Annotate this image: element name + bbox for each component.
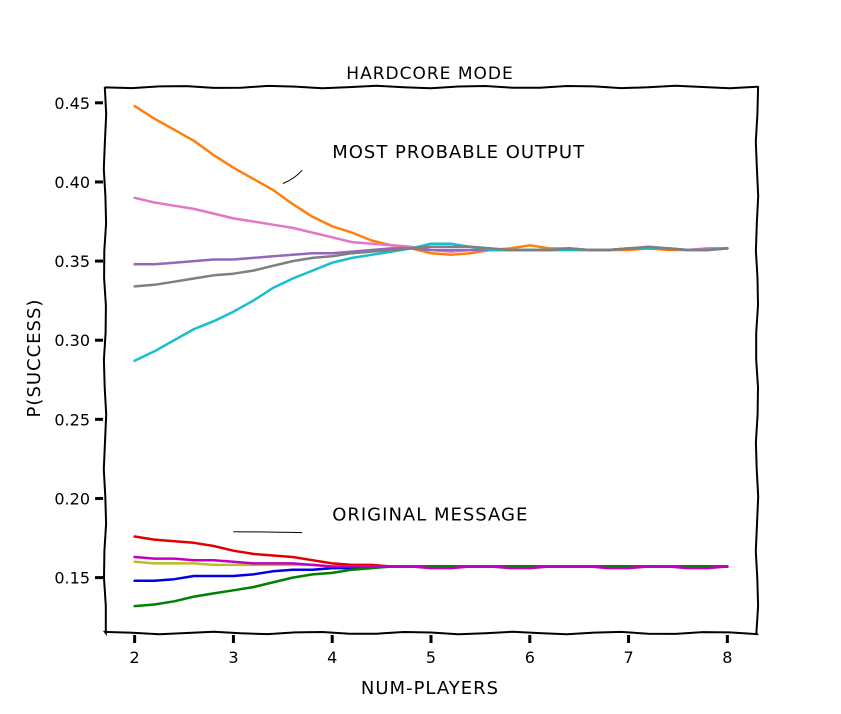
- plot-frame: [102, 84, 760, 637]
- x-tick-label: 4: [327, 648, 337, 667]
- y-axis-label: P(SUCCESS): [24, 299, 45, 418]
- chart-title: HARDCORE MODE: [346, 64, 513, 84]
- y-tick-label: 0.25: [54, 410, 90, 429]
- x-tick-label: 3: [228, 648, 238, 667]
- x-axis-label: NUM-PLAYERS: [361, 678, 499, 699]
- series-line-5: [133, 245, 729, 288]
- series-line-4: [133, 242, 729, 363]
- annotation-text-1: MOST PROBABLE OUTPUT: [332, 142, 585, 163]
- annotation-text-2: ORIGINAL MESSAGE: [332, 505, 528, 526]
- series-line-3: [133, 247, 729, 266]
- ticks-layer: 2 3 4 5 6 7 8 0.15 0.20 0.25 0.30 0.35 0.40 0.45: [54, 94, 732, 667]
- x-tick-label: 6: [525, 648, 535, 667]
- y-tick-label: 0.35: [54, 252, 90, 271]
- x-tick-label: 2: [130, 648, 140, 667]
- x-tick-label: 5: [426, 648, 436, 667]
- y-tick-label: 0.30: [54, 331, 90, 350]
- y-tick-label: 0.45: [54, 94, 90, 113]
- series-line-10: [133, 555, 729, 570]
- y-tick-label: 0.15: [54, 569, 90, 588]
- series-line-9: [133, 565, 729, 608]
- series-line-1: [133, 104, 729, 257]
- y-tick-label: 0.40: [54, 173, 90, 192]
- x-tick-label: 7: [623, 648, 633, 667]
- x-tick-label: 8: [722, 648, 732, 667]
- annotation-arrow-2: [233, 531, 303, 534]
- y-tick-label: 0.20: [54, 489, 90, 508]
- annotation-layer: MOST PROBABLE OUTPUT ORIGINAL MESSAGE: [233, 142, 585, 534]
- annotation-arrow-1: [282, 169, 303, 184]
- series-layer: [133, 104, 729, 608]
